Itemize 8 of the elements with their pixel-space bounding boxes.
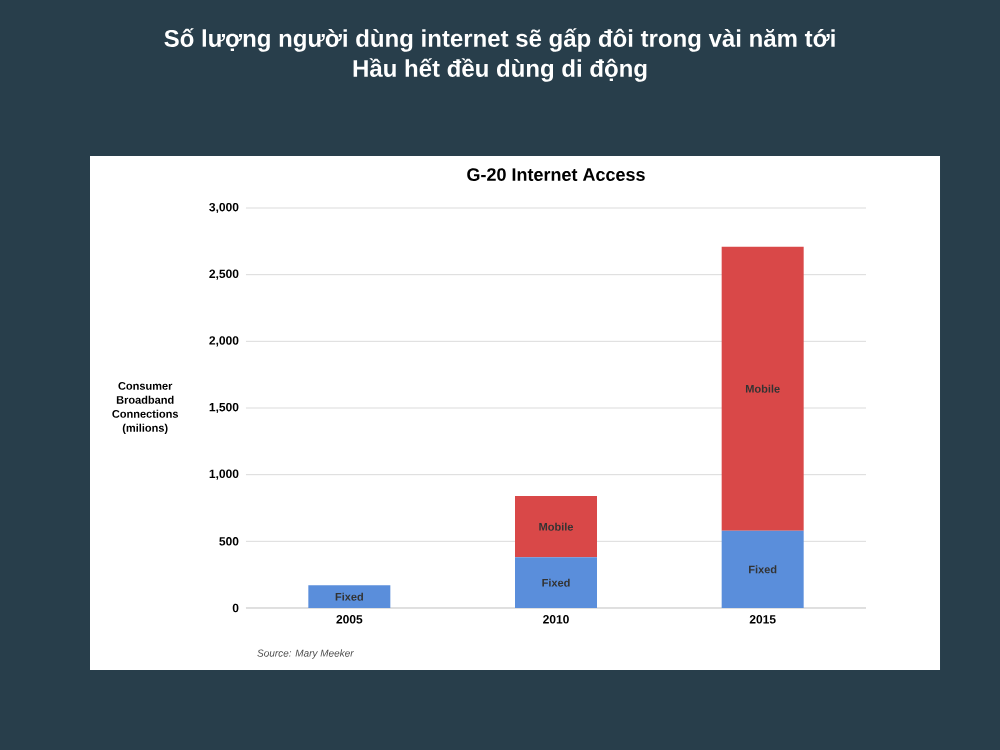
bar — [721, 246, 804, 531]
text: Số lượng người dùng internet sẽ gấp đôi trong vài năm tới — [164, 28, 835, 52]
chart-title: G-20 Internet Access — [467, 168, 645, 181]
bar — [721, 530, 804, 608]
bar — [515, 557, 598, 608]
bar — [308, 585, 391, 608]
bar — [515, 496, 598, 558]
text: Hầu hết đều dùng di động — [353, 58, 647, 82]
